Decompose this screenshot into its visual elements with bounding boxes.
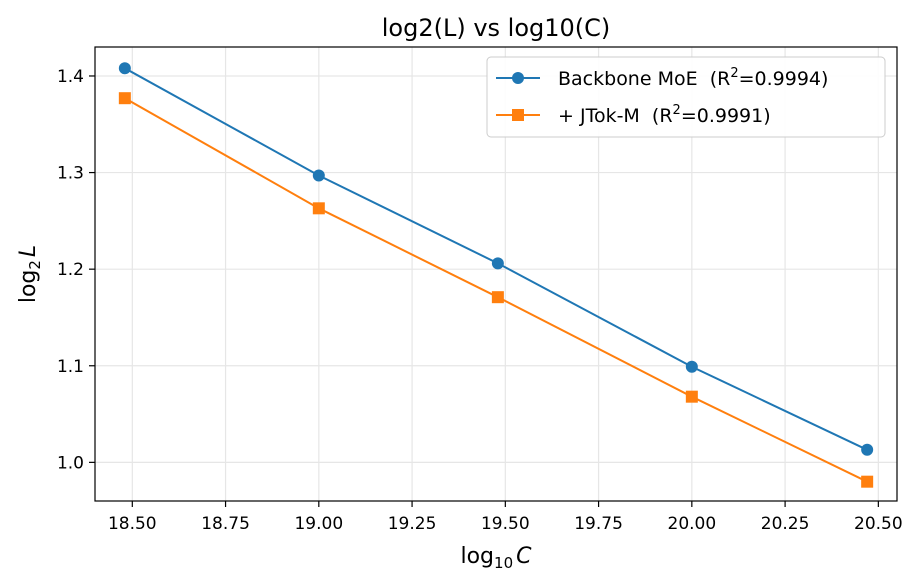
legend-box: [486, 56, 886, 138]
data-point-backbone-moe: [118, 62, 131, 75]
legend-r2-value-jtok-m: 0.9991: [697, 105, 763, 127]
legend-marker-backbone-moe: [512, 72, 524, 84]
legend-marker-jtok-m: [512, 109, 524, 121]
series-backbone-moe: [118, 62, 874, 456]
plot-series: [118, 62, 874, 488]
x-label-subscript: 10: [494, 554, 513, 572]
x-axis-label: log10 C: [460, 544, 532, 572]
x-tick-label: 19.00: [294, 514, 343, 534]
y-tick-label: 1.1: [57, 357, 84, 377]
data-point-jtok-m: [491, 291, 504, 304]
legend-r2-superscript: 2: [673, 103, 681, 118]
legend-entry-jtok-m: + JTok-M (R2=0.9991): [558, 103, 771, 127]
chart-title: log2(L) vs log10(C): [382, 14, 611, 42]
x-label-base: log: [460, 544, 494, 569]
legend-r2-equals: =: [739, 68, 755, 90]
y-axis-ticks: 1.0 1.1 1.2 1.3 1.4: [57, 67, 95, 473]
y-label-base: log: [16, 270, 41, 304]
data-point-backbone-moe: [312, 169, 325, 182]
x-tick-label: 19.75: [574, 514, 623, 534]
x-tick-label: 20.50: [854, 514, 903, 534]
x-axis-ticks: 18.50 18.75 19.00 19.25 19.50 19.75 20.00 20.25…: [108, 501, 903, 534]
legend-entry-backbone-moe: Backbone MoE (R2=0.9994): [558, 66, 828, 90]
x-tick-label: 18.75: [201, 514, 250, 534]
legend: Backbone MoE (R2=0.9994) + JTok-M (R2=0.…: [486, 56, 886, 138]
series-line-jtok-m: [124, 97, 868, 483]
legend-r2-superscript: 2: [730, 66, 738, 81]
legend-r2-prefix: (R: [698, 68, 731, 90]
data-point-backbone-moe: [685, 360, 698, 373]
y-label-subscript: 2: [26, 260, 44, 270]
data-point-jtok-m: [861, 475, 874, 488]
x-tick-label: 18.50: [108, 514, 157, 534]
y-tick-label: 1.2: [57, 260, 84, 280]
legend-r2-prefix: (R: [640, 105, 673, 127]
series-jtok-m: [118, 92, 874, 488]
legend-r2-close: ): [821, 68, 828, 90]
data-point-backbone-moe: [861, 443, 874, 456]
data-point-jtok-m: [685, 390, 698, 403]
data-point-backbone-moe: [491, 257, 504, 270]
x-tick-label: 19.50: [481, 514, 530, 534]
x-tick-label: 20.00: [668, 514, 717, 534]
legend-label-jtok-m: + JTok-M: [558, 105, 640, 127]
data-point-jtok-m: [312, 202, 325, 215]
legend-r2-close: ): [763, 105, 770, 127]
x-label-variable: C: [516, 544, 532, 569]
legend-label-backbone-moe: Backbone MoE: [558, 68, 698, 90]
y-axis-label: log2 L: [16, 245, 44, 303]
y-tick-label: 1.3: [57, 164, 84, 184]
legend-r2-value-backbone-moe: 0.9994: [755, 68, 821, 90]
x-tick-label: 20.25: [761, 514, 810, 534]
y-label-variable: L: [16, 245, 41, 257]
y-tick-label: 1.4: [57, 67, 84, 87]
x-tick-label: 19.25: [388, 514, 437, 534]
legend-r2-equals: =: [681, 105, 697, 127]
plot-frame: [94, 46, 898, 502]
y-tick-label: 1.0: [57, 453, 84, 473]
data-point-jtok-m: [118, 92, 131, 105]
